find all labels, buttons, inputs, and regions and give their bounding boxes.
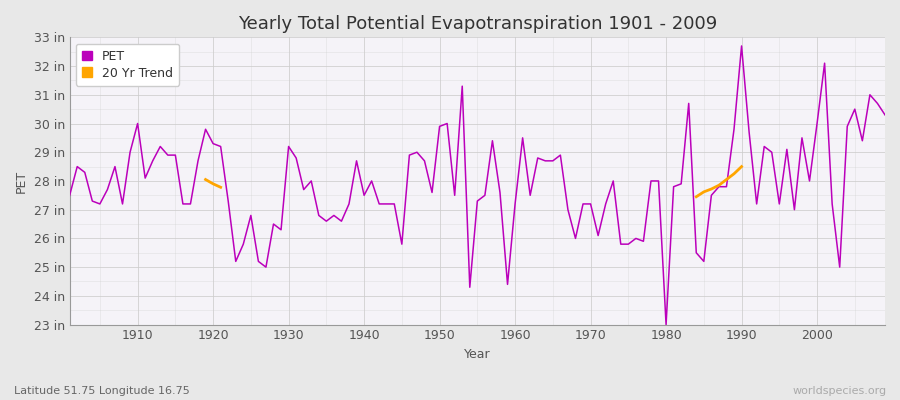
- Text: worldspecies.org: worldspecies.org: [792, 386, 886, 396]
- X-axis label: Year: Year: [464, 348, 491, 361]
- Title: Yearly Total Potential Evapotranspiration 1901 - 2009: Yearly Total Potential Evapotranspiratio…: [238, 15, 717, 33]
- Y-axis label: PET: PET: [15, 169, 28, 192]
- Text: Latitude 51.75 Longitude 16.75: Latitude 51.75 Longitude 16.75: [14, 386, 189, 396]
- Legend: PET, 20 Yr Trend: PET, 20 Yr Trend: [76, 44, 179, 86]
